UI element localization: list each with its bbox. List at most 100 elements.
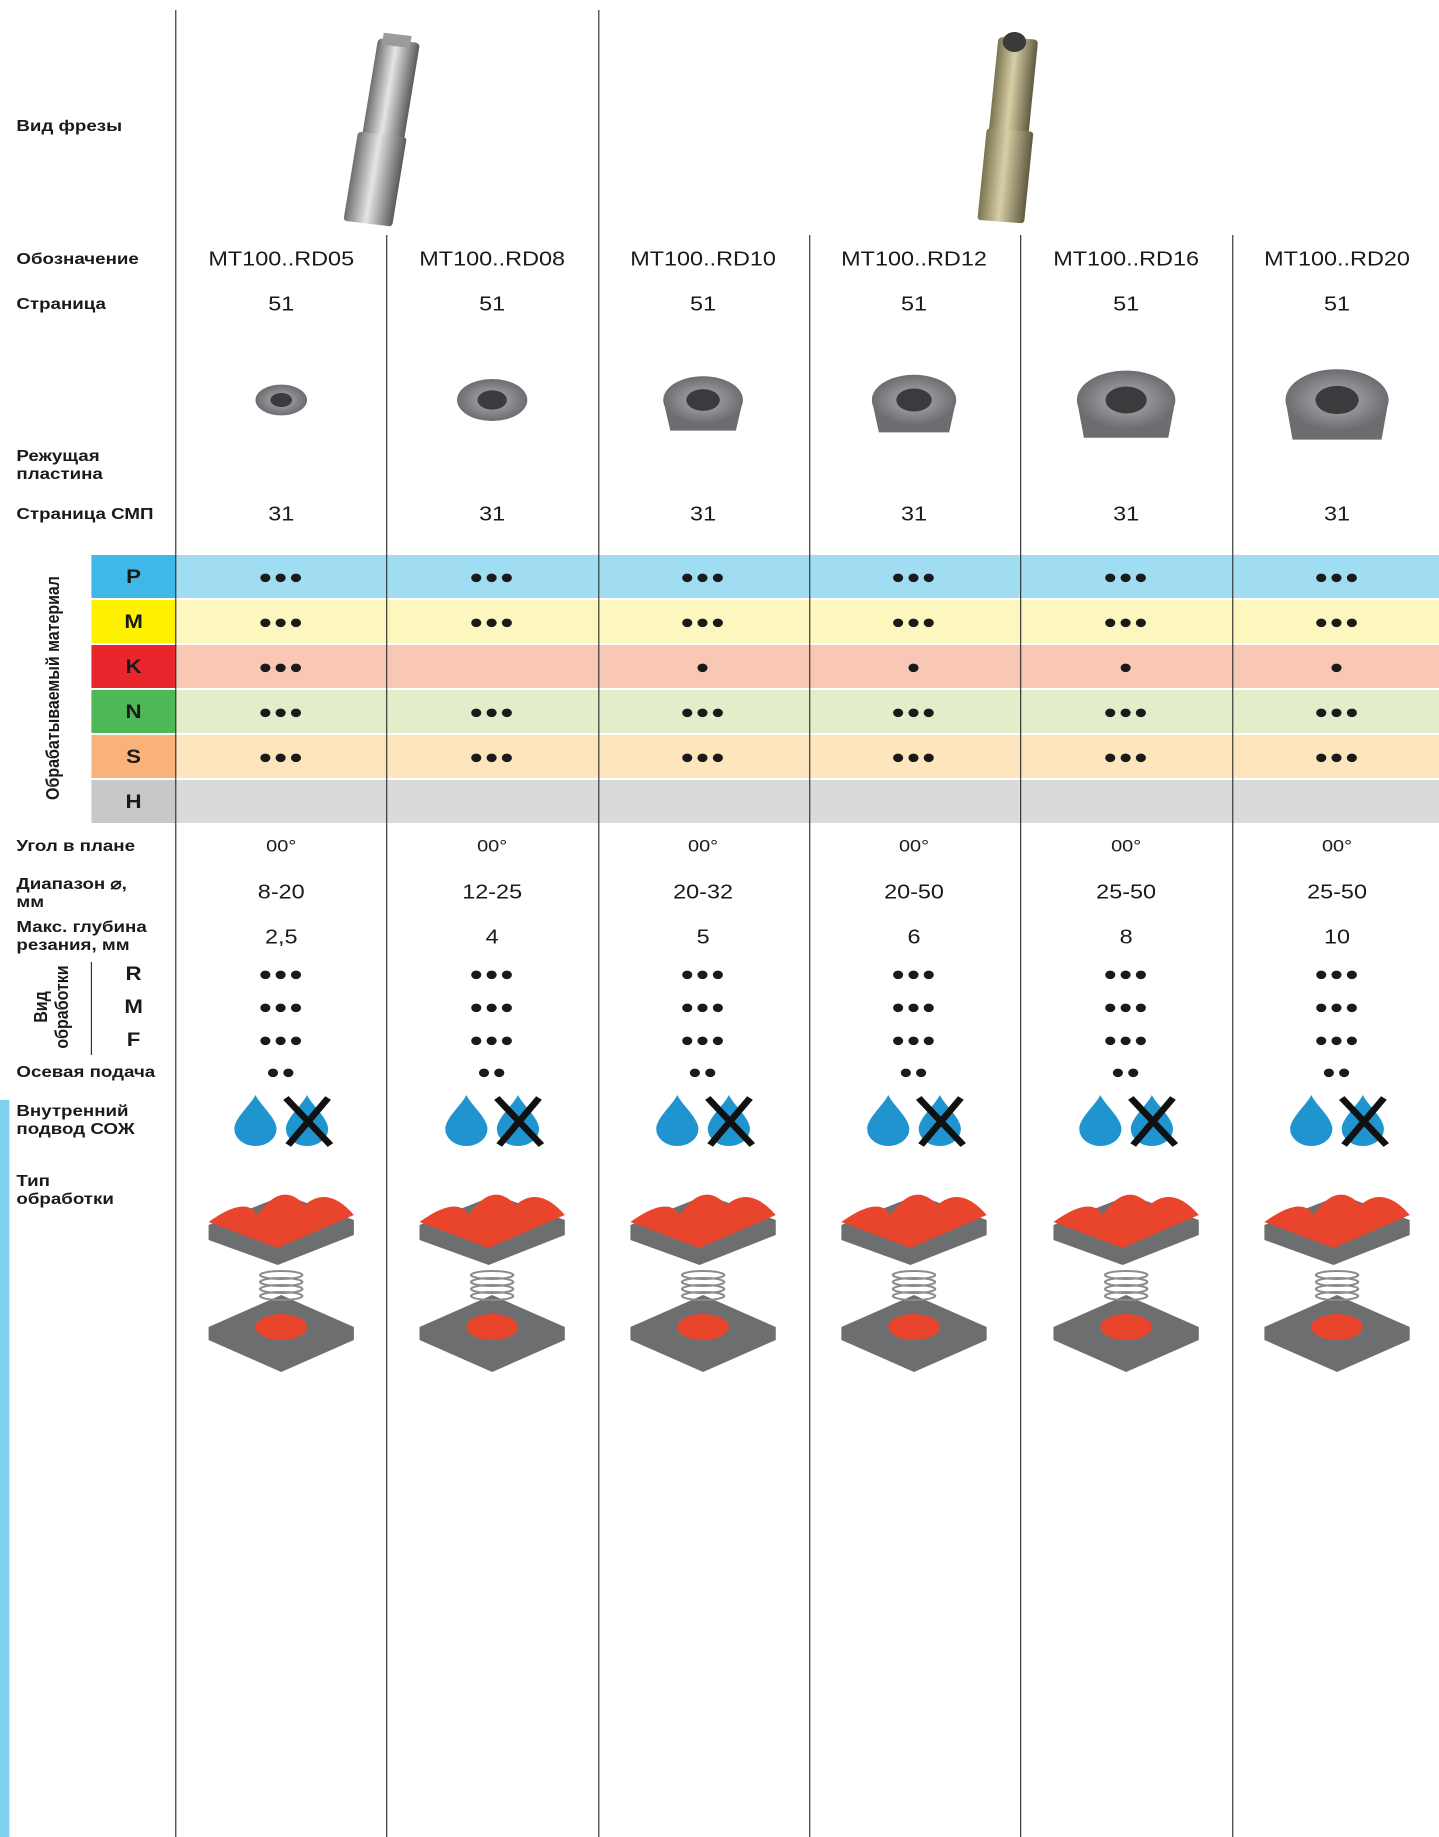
designation: MT100..RD08 bbox=[419, 247, 565, 270]
page: 51 bbox=[1324, 292, 1350, 315]
mark: ● bbox=[1118, 655, 1133, 678]
surface-top bbox=[630, 1194, 776, 1248]
mark: ●●● bbox=[1314, 745, 1360, 768]
row-label: Внутренний bbox=[16, 1102, 128, 1120]
depth: 10 bbox=[1324, 925, 1350, 948]
row-label: Режущая bbox=[16, 447, 99, 465]
row-label: Угол в плане bbox=[16, 837, 135, 855]
machining-code: R bbox=[126, 963, 142, 984]
range: 20-32 bbox=[673, 880, 733, 903]
mark: ●●● bbox=[1314, 565, 1360, 588]
materials-label: Обрабатываемый материал bbox=[42, 576, 64, 800]
range: 25-50 bbox=[1096, 880, 1156, 903]
range: 12-25 bbox=[462, 880, 522, 903]
machining-label: обработки bbox=[51, 965, 73, 1048]
spring bbox=[891, 1291, 937, 1301]
row-label: подвод СОЖ bbox=[16, 1120, 135, 1138]
pocket-hole bbox=[466, 1314, 518, 1340]
spring bbox=[1103, 1291, 1149, 1301]
material-band bbox=[175, 780, 1439, 823]
row-label: Осевая подача bbox=[16, 1063, 155, 1081]
material-code: N bbox=[126, 701, 142, 722]
axial-feed: ●● bbox=[899, 1060, 930, 1083]
axial-feed: ●● bbox=[1111, 1060, 1142, 1083]
insert-page: 31 bbox=[901, 502, 927, 525]
mark: ●●● bbox=[680, 1028, 726, 1051]
mark: ●●● bbox=[1103, 565, 1149, 588]
material-code: S bbox=[126, 746, 141, 767]
material-code: M bbox=[124, 611, 143, 632]
mark: ●●● bbox=[258, 700, 304, 723]
angle: 00° bbox=[1322, 836, 1352, 855]
mark: ●●● bbox=[680, 995, 726, 1018]
insert-hole bbox=[1105, 386, 1147, 414]
mark: ●●● bbox=[1314, 1028, 1360, 1051]
axial-feed: ●● bbox=[266, 1060, 297, 1083]
pocket-hole bbox=[888, 1314, 940, 1340]
mark: ●●● bbox=[258, 745, 304, 768]
spring bbox=[258, 1291, 304, 1301]
insert-page: 31 bbox=[479, 502, 505, 525]
material-band bbox=[175, 555, 1439, 598]
pocket-hole bbox=[255, 1314, 308, 1340]
depth: 8 bbox=[1120, 925, 1133, 948]
row-label: Обозначение bbox=[16, 250, 139, 268]
spring bbox=[1314, 1291, 1360, 1301]
mark: ●●● bbox=[891, 1028, 937, 1051]
coolant-cross bbox=[494, 1096, 545, 1147]
surface-top bbox=[208, 1194, 354, 1248]
material-code: P bbox=[126, 566, 141, 587]
machining-label: Вид bbox=[30, 991, 52, 1023]
mark: ●●● bbox=[258, 995, 304, 1018]
angle: 00° bbox=[688, 836, 718, 855]
cutter-images bbox=[343, 31, 1038, 227]
mark: ●●● bbox=[258, 1028, 304, 1051]
surface-top bbox=[1053, 1194, 1199, 1248]
material-box bbox=[91, 555, 176, 598]
mark: ● bbox=[695, 655, 710, 678]
page: 51 bbox=[268, 292, 294, 315]
mark: ●●● bbox=[469, 995, 515, 1018]
insert-hole bbox=[477, 390, 507, 410]
material-box bbox=[91, 600, 176, 643]
coolant-drop bbox=[867, 1095, 910, 1146]
range: 20-50 bbox=[884, 880, 944, 903]
pocket-hole bbox=[1100, 1314, 1152, 1340]
coolant-drop bbox=[1290, 1095, 1333, 1146]
surface-top bbox=[419, 1194, 565, 1248]
mark: ●●● bbox=[1314, 700, 1360, 723]
designation: MT100..RD05 bbox=[208, 247, 354, 270]
row-label: мм bbox=[16, 893, 44, 911]
mark: ●●● bbox=[469, 565, 515, 588]
insert-page: 31 bbox=[268, 502, 294, 525]
material-box bbox=[91, 645, 176, 688]
designation: MT100..RD12 bbox=[841, 247, 987, 270]
designation: MT100..RD16 bbox=[1053, 247, 1199, 270]
machining-code: F bbox=[127, 1029, 141, 1050]
mark: ●●● bbox=[891, 610, 937, 633]
coolant-cross bbox=[915, 1096, 966, 1147]
insert-hole bbox=[686, 389, 720, 411]
material-box bbox=[91, 690, 176, 733]
mark: ●●● bbox=[1103, 610, 1149, 633]
insert-hole bbox=[270, 392, 293, 408]
designation: MT100..RD10 bbox=[630, 247, 776, 270]
mark: ●●● bbox=[680, 700, 726, 723]
mark: ●●● bbox=[1103, 745, 1149, 768]
page: 51 bbox=[690, 292, 716, 315]
row-label: Вид фрезы bbox=[16, 117, 122, 135]
row-label: Макс. глубина bbox=[16, 918, 147, 936]
mark: ●●● bbox=[469, 700, 515, 723]
designation: MT100..RD20 bbox=[1264, 247, 1410, 270]
axial-feed: ●● bbox=[1322, 1060, 1353, 1083]
mark: ●●● bbox=[258, 962, 304, 985]
mark: ●●● bbox=[891, 995, 937, 1018]
mark: ●●● bbox=[469, 610, 515, 633]
depth: 4 bbox=[486, 925, 499, 948]
insert-page: 31 bbox=[1113, 502, 1139, 525]
material-band bbox=[175, 735, 1439, 778]
mark: ●●● bbox=[891, 962, 937, 985]
mark: ●●● bbox=[891, 700, 937, 723]
page: 51 bbox=[479, 292, 505, 315]
